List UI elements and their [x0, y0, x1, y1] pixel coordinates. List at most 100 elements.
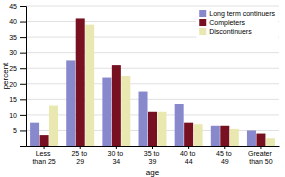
- legend: Long term continuersCompletersDiscontinu…: [196, 7, 278, 38]
- y-tick-mark: [20, 84, 26, 85]
- y-tick-label: 10: [9, 112, 17, 119]
- bar: [266, 138, 275, 146]
- bar-series: [49, 25, 275, 146]
- y-tick-label: 25: [9, 65, 17, 72]
- x-tick-label-line: 29: [76, 158, 84, 165]
- y-tick-mark: [20, 22, 26, 23]
- x-axis-title: age: [146, 168, 160, 177]
- y-tick-label: 30: [9, 49, 17, 56]
- grid-line: [26, 99, 279, 100]
- x-tick-label: 45 to 49: [216, 150, 234, 165]
- x-tick-mark: [116, 146, 117, 149]
- y-axis: 5 10 15 20 25 30 35 40 45: [9, 3, 26, 147]
- y-tick: 10: [9, 112, 26, 119]
- grid-line: [26, 6, 279, 7]
- x-tick: 35 to 39: [144, 146, 162, 165]
- x-tick-label-line: 45 to: [216, 150, 234, 157]
- y-tick-mark: [20, 6, 26, 7]
- legend-item: Discontinuers: [199, 28, 252, 35]
- bar: [230, 129, 239, 146]
- bar: [76, 18, 85, 146]
- bar: [49, 106, 58, 146]
- bar: [194, 124, 203, 146]
- x-tick: Less than 25: [32, 146, 55, 165]
- bar: [184, 123, 193, 146]
- bar: [112, 65, 121, 146]
- y-tick: 30: [9, 49, 26, 56]
- legend-label: Completers: [209, 19, 245, 27]
- x-tick-label-line: 34: [112, 158, 120, 165]
- legend-swatch: [199, 19, 206, 26]
- y-tick: 25: [9, 65, 26, 72]
- x-tick: 40 to 44: [180, 146, 198, 165]
- x-tick-mark: [260, 146, 261, 149]
- x-tick-mark: [224, 146, 225, 149]
- x-tick: 30 to 34: [108, 146, 126, 165]
- x-tick-label-line: 40 to: [180, 150, 198, 157]
- bar-series: [30, 60, 256, 146]
- x-tick-mark: [152, 146, 153, 149]
- chart: 5 10 15 20 25 30 35 40 45 Less than 25 25 to 29 30 …: [0, 0, 285, 177]
- x-tick-label-line: 49: [221, 158, 229, 165]
- legend-swatch: [199, 10, 206, 17]
- x-tick-label-line: than 25: [32, 158, 55, 165]
- bar: [148, 112, 157, 146]
- x-tick-label-line: Greater: [248, 150, 274, 157]
- y-axis-line: [20, 7, 27, 147]
- y-tick-mark: [20, 37, 26, 38]
- bar: [211, 126, 220, 146]
- x-axis: Less than 25 25 to 29 30 to 34 35 to 39 40 t…: [27, 146, 280, 165]
- y-axis-title: percent: [1, 62, 10, 89]
- bar: [30, 123, 39, 146]
- y-tick: 35: [9, 34, 26, 41]
- legend-label: Long term continuers: [209, 10, 275, 18]
- legend-background: [196, 7, 278, 38]
- x-tick-label: 40 to 44: [180, 150, 198, 165]
- y-tick-mark: [20, 130, 26, 131]
- y-tick: 20: [9, 81, 26, 88]
- grid-line: [26, 52, 279, 53]
- bar: [102, 78, 111, 146]
- y-tick-mark: [20, 68, 26, 69]
- x-tick-mark: [188, 146, 189, 149]
- x-tick-label-line: 30 to: [108, 150, 126, 157]
- bar: [175, 104, 184, 146]
- x-tick: 45 to 49: [216, 146, 234, 165]
- y-tick: 5: [13, 127, 26, 134]
- y-tick: 40: [9, 18, 26, 25]
- bar: [247, 130, 256, 146]
- y-tick-label: 40: [9, 18, 17, 25]
- bar: [220, 126, 229, 146]
- y-tick-mark: [20, 99, 26, 100]
- bar: [66, 60, 75, 146]
- y-tick-mark: [20, 53, 26, 54]
- y-tick: 45: [9, 3, 26, 10]
- x-tick-mark: [80, 146, 81, 149]
- x-tick-label-line: 44: [185, 158, 193, 165]
- x-tick: 25 to 29: [71, 146, 89, 165]
- y-tick-label: 35: [9, 34, 17, 41]
- y-tick-label: 20: [9, 81, 17, 88]
- bar: [139, 92, 148, 146]
- legend-item: Long term continuers: [199, 10, 275, 18]
- legend-label: Discontinuers: [209, 28, 252, 35]
- legend-swatch: [199, 28, 206, 35]
- x-tick-label: Greater than 50: [248, 150, 274, 165]
- bar: [157, 112, 166, 146]
- legend-item: Completers: [199, 19, 245, 27]
- bar: [256, 134, 265, 146]
- bar: [121, 76, 130, 146]
- x-tick-label-line: 35 to: [144, 150, 162, 157]
- y-tick-label: 15: [9, 96, 17, 103]
- x-tick-label-line: Less: [36, 150, 53, 157]
- y-tick: 15: [9, 96, 26, 103]
- x-tick-label: 25 to 29: [71, 150, 89, 165]
- x-tick-label-line: 39: [149, 158, 157, 165]
- y-tick-label: 45: [9, 3, 17, 10]
- x-tick-label-line: than 50: [249, 158, 272, 165]
- x-tick-label-line: 25 to: [71, 150, 89, 157]
- x-tick-label: 30 to 34: [108, 150, 126, 165]
- x-tick: Greater than 50: [248, 146, 274, 165]
- y-tick-mark: [20, 115, 26, 116]
- x-tick-mark: [44, 146, 45, 149]
